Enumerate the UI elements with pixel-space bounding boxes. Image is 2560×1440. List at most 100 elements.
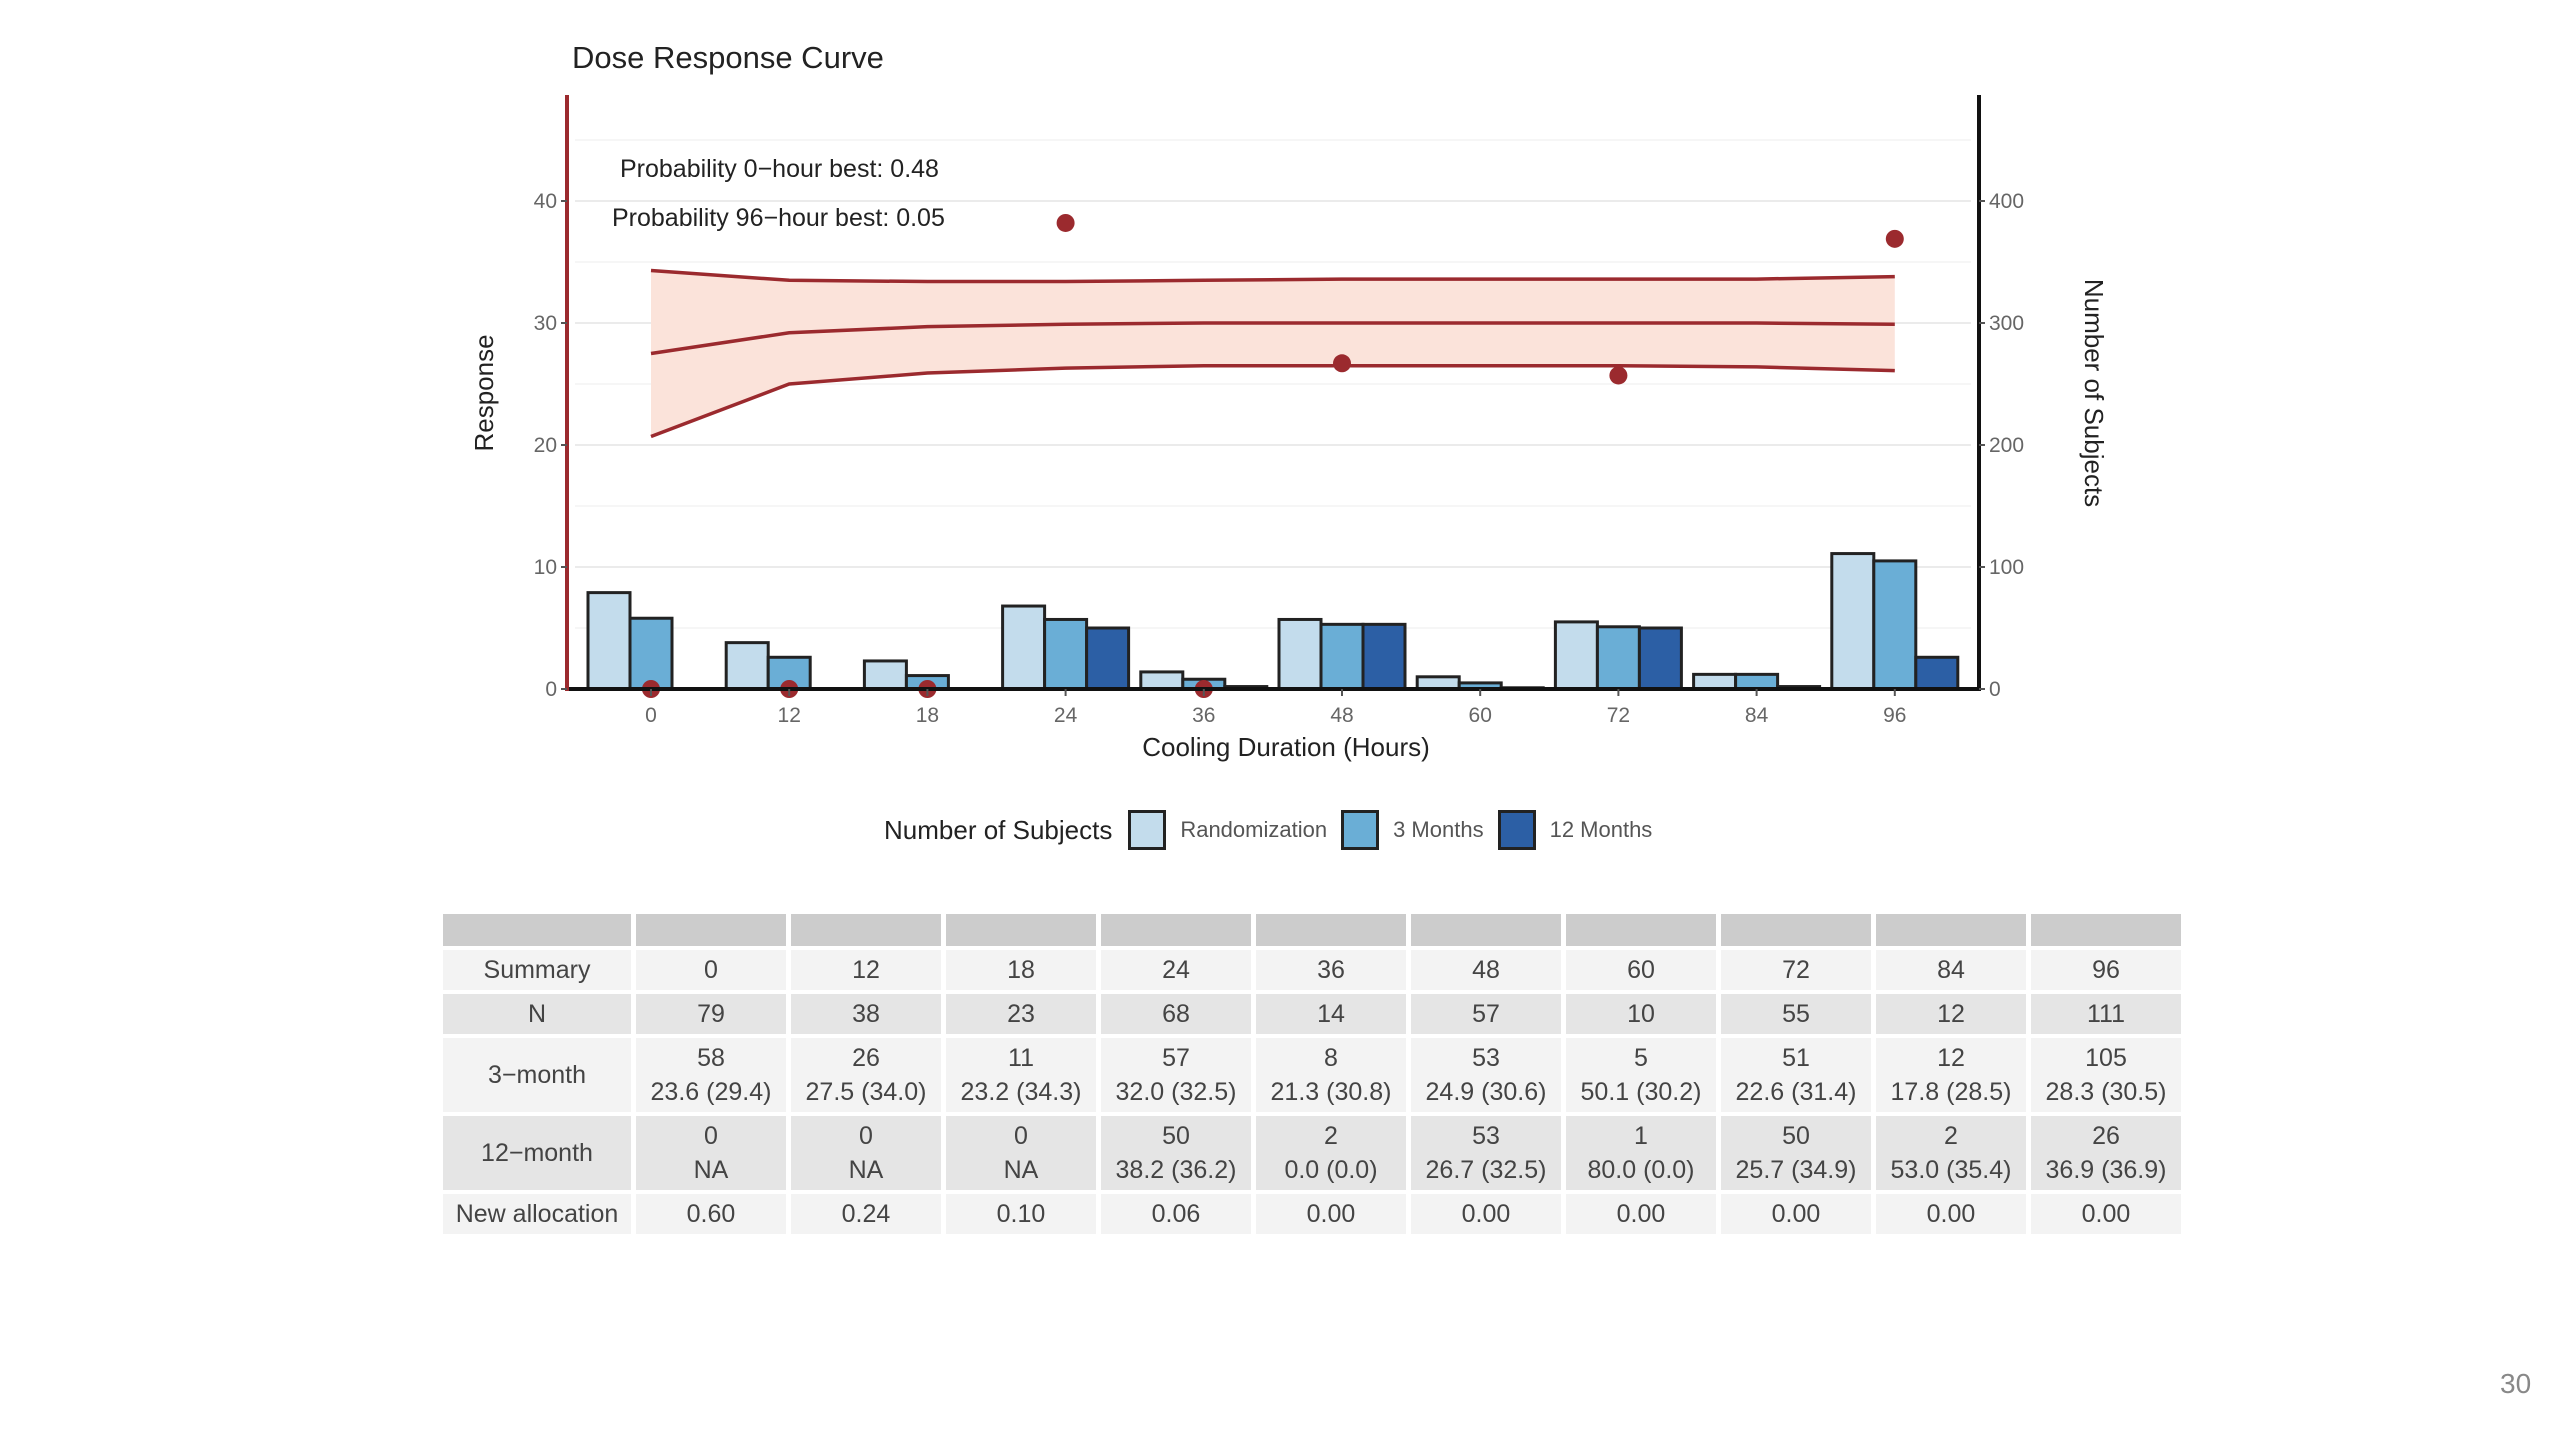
table-cell-new-allocation: 0.00 xyxy=(1411,1194,1561,1234)
cell-mean-sd: 22.6 (31.4) xyxy=(1735,1078,1857,1106)
cell-mean-sd: 23.6 (29.4) xyxy=(650,1078,772,1106)
summary-table: Summary 0 12 18 24 36 48 60 72 84 96 N 79 38 23 68 14 57… xyxy=(438,910,2186,1238)
table-cell-12-month: 53 26.7 (32.5) xyxy=(1411,1116,1561,1190)
bar-12-months xyxy=(1637,626,1683,691)
cell-mean-sd: NA xyxy=(848,1156,884,1184)
table-cell-summary: 0 xyxy=(636,950,786,990)
cell-count: 57 xyxy=(1162,1044,1190,1072)
table-cell-summary: 18 xyxy=(946,950,1096,990)
bar-randomization xyxy=(1553,620,1599,691)
legend-label-randomization: Randomization xyxy=(1180,817,1328,842)
cell-count: 0 xyxy=(859,1122,873,1150)
y2-tick-label: 100 xyxy=(1989,556,2024,579)
table-cell-n: 57 xyxy=(1411,994,1561,1034)
table-cell-summary: 24 xyxy=(1101,950,1251,990)
table-cell-n: 55 xyxy=(1721,994,1871,1034)
table-cell-3-month: 58 23.6 (29.4) xyxy=(636,1038,786,1112)
table-cell-12-month: 0 NA xyxy=(791,1116,941,1190)
cell-count: 53 xyxy=(1472,1122,1500,1150)
table-cell-new-allocation: 0.10 xyxy=(946,1194,1096,1234)
cell-count: 2 xyxy=(1944,1122,1958,1150)
y-tick-label: 0 xyxy=(545,678,557,701)
cell-mean-sd: 80.0 (0.0) xyxy=(1587,1156,1695,1184)
y-tick-label: 20 xyxy=(534,434,557,457)
table-row-summary: Summary 0 12 18 24 36 48 60 72 84 96 xyxy=(443,950,2181,990)
table-cell-3-month: 51 22.6 (31.4) xyxy=(1721,1038,1871,1112)
table-cell-3-month: 105 28.3 (30.5) xyxy=(2031,1038,2181,1112)
data-point xyxy=(1609,366,1628,385)
y2-axis-title: Number of Subjects xyxy=(2079,279,2109,507)
bar-randomization xyxy=(724,641,770,691)
bar-randomization xyxy=(1692,672,1738,691)
cell-count: 1 xyxy=(1634,1122,1648,1150)
table-header-cell xyxy=(1256,914,1406,946)
bar-randomization xyxy=(1001,604,1047,691)
table-cell-n: 68 xyxy=(1101,994,1251,1034)
table-row-3-month: 3−month 58 23.6 (29.4) 26 27.5 (34.0) 11 23.2 … xyxy=(443,1038,2181,1112)
bar-3-months xyxy=(1734,672,1780,691)
table-header-cell xyxy=(1101,914,1251,946)
y-axis-title: Response xyxy=(469,334,499,451)
table-header-cell xyxy=(1566,914,1716,946)
legend-label-3-months: 3 Months xyxy=(1393,817,1484,842)
table-header-cell xyxy=(946,914,1096,946)
bar-randomization xyxy=(586,591,632,691)
table-cell-n: 111 xyxy=(2031,994,2181,1034)
cell-mean-sd: NA xyxy=(1003,1156,1039,1184)
table-cell-new-allocation: 0.00 xyxy=(1721,1194,1871,1234)
cell-count: 51 xyxy=(1782,1044,1810,1072)
annotation-0-hour: Probability 0−hour best: 0.48 xyxy=(620,155,939,183)
cell-mean-sd: 50.1 (30.2) xyxy=(1580,1078,1702,1106)
row-label-summary: Summary xyxy=(443,950,631,990)
cell-mean-sd: NA xyxy=(693,1156,729,1184)
table-cell-n: 38 xyxy=(791,994,941,1034)
table-row-new-allocation: New allocation 0.60 0.24 0.10 0.06 0.00 0.00 0.… xyxy=(443,1194,2181,1234)
table-cell-new-allocation: 0.24 xyxy=(791,1194,941,1234)
bar-randomization xyxy=(862,659,908,691)
subject-bars xyxy=(586,552,1960,691)
table-header-cell xyxy=(791,914,941,946)
cell-mean-sd: 17.8 (28.5) xyxy=(1890,1078,2012,1106)
y-tick-label: 40 xyxy=(534,190,557,213)
table-cell-summary: 12 xyxy=(791,950,941,990)
table-cell-12-month: 26 36.9 (36.9) xyxy=(2031,1116,2181,1190)
legend-label-12-months: 12 Months xyxy=(1549,817,1653,842)
row-label-3-month: 3−month xyxy=(443,1038,631,1112)
bar-12-months xyxy=(1085,626,1131,691)
table-cell-new-allocation: 0.00 xyxy=(1876,1194,2026,1234)
dose-response-chart: 0 10 20 30 40 0 100 200 300 400 0 12 18 24 36 48 60 72 8… xyxy=(469,40,2109,762)
table-cell-12-month: 0 NA xyxy=(636,1116,786,1190)
cell-mean-sd: 28.3 (30.5) xyxy=(2045,1078,2167,1106)
table-cell-summary: 96 xyxy=(2031,950,2181,990)
cell-mean-sd: 53.0 (35.4) xyxy=(1890,1156,2012,1184)
cell-mean-sd: 23.2 (34.3) xyxy=(960,1078,1082,1106)
y2-tick-labels: 0 100 200 300 400 xyxy=(1989,190,2024,701)
table-cell-12-month: 50 38.2 (36.2) xyxy=(1101,1116,1251,1190)
y-tick-labels: 0 10 20 30 40 xyxy=(534,190,557,701)
table-header-cell xyxy=(1876,914,2026,946)
table-cell-3-month: 5 50.1 (30.2) xyxy=(1566,1038,1716,1112)
table-cell-12-month: 1 80.0 (0.0) xyxy=(1566,1116,1716,1190)
x-tick-label: 60 xyxy=(1469,704,1492,727)
chart-title: Dose Response Curve xyxy=(572,40,884,75)
table-cell-3-month: 57 32.0 (32.5) xyxy=(1101,1038,1251,1112)
table-cell-n: 14 xyxy=(1256,994,1406,1034)
legend-title: Number of Subjects xyxy=(884,814,1113,845)
cell-mean-sd: 25.7 (34.9) xyxy=(1735,1156,1857,1184)
table-cell-summary: 84 xyxy=(1876,950,2026,990)
row-label-12-month: 12−month xyxy=(443,1116,631,1190)
curve-lower xyxy=(650,363,1895,439)
x-tick-label: 0 xyxy=(645,704,657,727)
table-cell-n: 23 xyxy=(946,994,1096,1034)
y2-tick-label: 0 xyxy=(1989,678,2001,701)
chart-legend: Number of Subjects Randomization 3 Month… xyxy=(884,808,1666,852)
x-tick-label: 96 xyxy=(1883,704,1906,727)
data-point xyxy=(1056,213,1075,232)
slide-page-number: 30 xyxy=(2500,1368,2532,1399)
x-tick-label: 72 xyxy=(1607,704,1630,727)
x-tick-label: 12 xyxy=(778,704,801,727)
y-tick-label: 10 xyxy=(534,556,557,579)
table-cell-12-month: 0 NA xyxy=(946,1116,1096,1190)
table-cell-new-allocation: 0.00 xyxy=(1566,1194,1716,1234)
cell-count: 50 xyxy=(1782,1122,1810,1150)
